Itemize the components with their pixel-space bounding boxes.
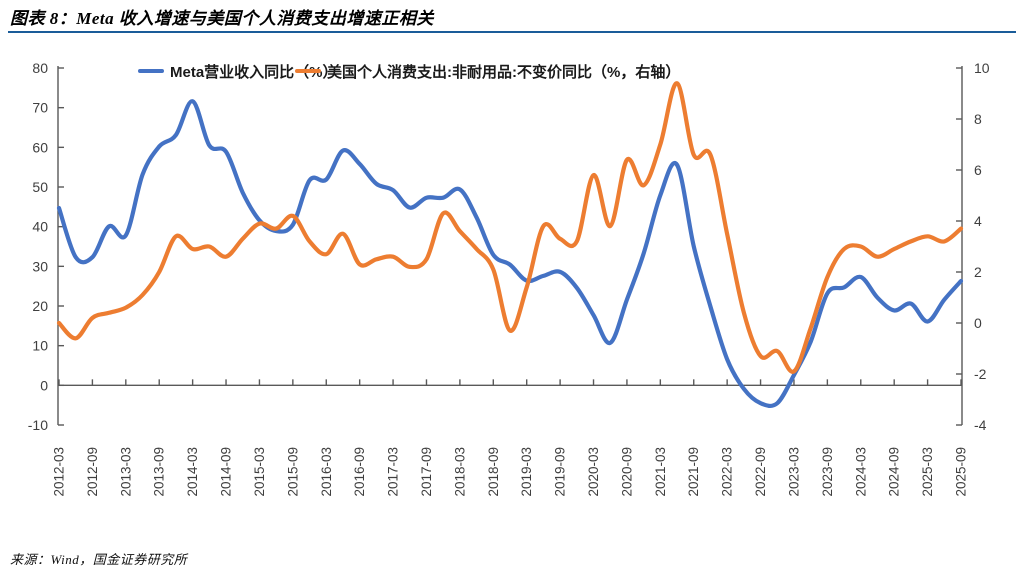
x-axis-tick-label: 2021-09	[686, 447, 701, 497]
x-axis-tick-label: 2016-09	[352, 447, 367, 497]
left-axis-tick-label: 40	[32, 219, 48, 235]
x-axis-tick-label: 2014-09	[219, 447, 234, 497]
x-axis-tick-label: 2013-03	[118, 447, 133, 497]
x-axis-tick-label: 2016-03	[319, 447, 334, 497]
x-axis-tick-label: 2022-03	[720, 447, 735, 497]
x-axis-tick-label: 2019-03	[519, 447, 534, 497]
pce-nondurables-line	[56, 81, 964, 374]
left-axis-tick-label: 30	[32, 258, 48, 274]
right-axis-tick-label: 10	[974, 60, 990, 76]
legend-item-pce: 美国个人消费支出:非耐用品:不变价同比（%，右轴）	[295, 60, 680, 82]
x-axis-tick-label: 2013-09	[152, 447, 167, 497]
meta-revenue-line	[56, 99, 964, 408]
left-axis-tick-label: 70	[32, 100, 48, 116]
x-axis-tick-label: 2017-03	[386, 447, 401, 497]
legend-label-pce: 美国个人消费支出:非耐用品:不变价同比（%，右轴）	[327, 63, 681, 81]
x-axis-tick-label: 2020-03	[586, 447, 601, 497]
chart-legend: Meta营业收入同比（%） 美国个人消费支出:非耐用品:不变价同比（%，右轴）	[0, 60, 1024, 82]
x-axis-tick-label: 2012-09	[85, 447, 100, 497]
left-axis-tick-label: 10	[32, 338, 48, 354]
x-axis-tick-label: 2022-09	[753, 447, 768, 497]
x-axis-tick-label: 2020-09	[619, 447, 634, 497]
left-axis-tick-label: 50	[32, 179, 48, 195]
x-axis-tick-label: 2019-09	[553, 447, 568, 497]
x-axis-tick-label: 2024-09	[887, 447, 902, 497]
right-axis-tick-label: 2	[974, 264, 982, 280]
title-divider	[8, 31, 1016, 33]
right-axis-tick-label: 0	[974, 315, 982, 331]
right-axis-tick-label: 8	[974, 111, 982, 127]
x-axis-tick-label: 2018-09	[486, 447, 501, 497]
left-axis-tick-label: 0	[40, 377, 48, 393]
x-axis-tick-label: 2021-03	[653, 447, 668, 497]
legend-item-meta-revenue: Meta营业收入同比（%）	[138, 60, 338, 82]
right-axis-tick-label: 6	[974, 162, 982, 178]
left-axis-tick-label: 60	[32, 139, 48, 155]
x-axis-tick-label: 2017-09	[419, 447, 434, 497]
meta-line-swatch	[138, 69, 164, 73]
x-axis-tick-label: 2012-03	[52, 447, 67, 497]
right-axis-tick-label: -4	[974, 417, 987, 433]
left-axis-tick-label: -10	[28, 417, 48, 433]
left-axis-tick-label: 20	[32, 298, 48, 314]
right-axis-tick-label: -2	[974, 366, 987, 382]
x-axis-tick-label: 2018-03	[452, 447, 467, 497]
x-axis-tick-label: 2015-09	[285, 447, 300, 497]
x-axis-tick-label: 2024-03	[853, 447, 868, 497]
x-axis-tick-label: 2014-03	[185, 447, 200, 497]
left-axis-tick-label: 80	[32, 60, 48, 76]
pce-line-swatch	[295, 69, 321, 73]
figure-title: 图表 8：Meta 收入增速与美国个人消费支出增速正相关	[10, 9, 434, 28]
x-axis-tick-label: 2025-03	[920, 447, 935, 497]
x-axis-tick-label: 2023-09	[820, 447, 835, 497]
legend-label-meta-revenue: Meta营业收入同比（%）	[170, 63, 338, 81]
x-axis-tick-label: 2015-03	[252, 447, 267, 497]
right-axis-tick-label: 4	[974, 213, 982, 229]
source-note: 来源：Wind，国金证券研究所	[10, 552, 188, 567]
x-axis-tick-label: 2025-09	[954, 447, 969, 497]
x-axis-tick-label: 2023-03	[786, 447, 801, 497]
